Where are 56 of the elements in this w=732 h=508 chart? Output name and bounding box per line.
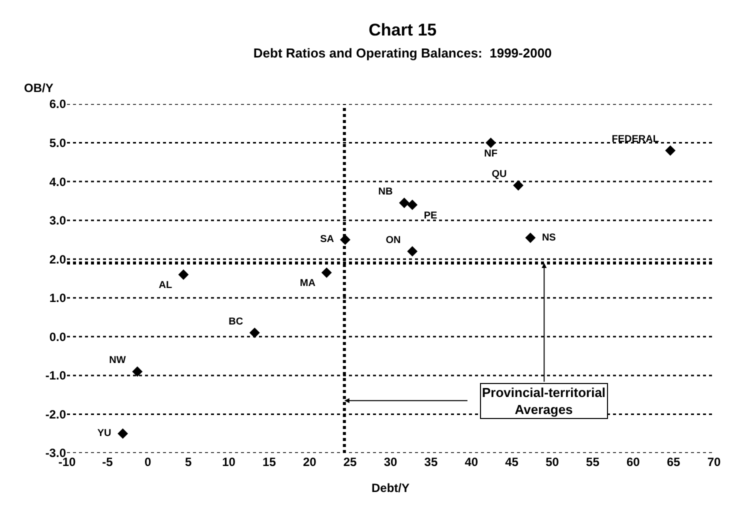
point xyxy=(340,234,350,245)
y-tick-label: 5.0 xyxy=(49,136,66,150)
series-label: SA xyxy=(314,234,340,246)
x-axis-title: Debt/Y xyxy=(371,480,410,495)
point xyxy=(407,200,418,210)
x-tick-label: 50 xyxy=(546,455,560,469)
y-tick-label: 4.0 xyxy=(49,174,66,189)
series-label: FEDERAL xyxy=(606,134,664,146)
chart-subtitle: Debt Ratios and Operating Balances: 1999-2000 xyxy=(253,46,552,61)
x-tick-label: -5 xyxy=(102,455,114,469)
point xyxy=(321,267,332,278)
series-label: PE xyxy=(418,210,443,222)
x-tick-label: 20 xyxy=(302,455,317,469)
x-tick-label: 35 xyxy=(424,455,438,469)
point xyxy=(132,366,143,377)
point xyxy=(399,198,410,208)
point xyxy=(178,269,189,280)
point xyxy=(118,428,128,439)
y-tick-label: -1.0 xyxy=(45,368,66,383)
series-label: AL xyxy=(154,280,178,292)
x-tick-label: 70 xyxy=(707,455,721,469)
series-label: MA xyxy=(294,278,321,290)
point xyxy=(407,246,418,257)
series-label: BC xyxy=(223,316,249,328)
x-tick-label: 40 xyxy=(464,455,478,469)
annotation: Provincial-territorial Averages xyxy=(482,385,606,417)
x-tick-label: 10 xyxy=(222,455,236,469)
x-tick-label: 25 xyxy=(343,455,358,469)
series-label: NW xyxy=(104,355,132,366)
chart-title: Chart 15 xyxy=(368,20,437,40)
y-tick-label: 1.0 xyxy=(49,291,66,306)
series-label: QU xyxy=(486,168,512,180)
x-tick-label: 5 xyxy=(184,455,192,469)
y-tick-label: 2.0 xyxy=(49,252,66,266)
y-tick-label: -2.0 xyxy=(45,407,66,422)
series-label: ON xyxy=(380,234,406,246)
y-axis-title: OB/Y xyxy=(24,81,54,95)
y-tick-label: 0.0 xyxy=(49,330,66,344)
series-label: YU xyxy=(92,428,117,440)
point xyxy=(249,328,260,338)
point xyxy=(513,180,524,191)
x-tick-label: 55 xyxy=(586,455,600,469)
point xyxy=(665,145,676,156)
series-label: NB xyxy=(372,186,398,198)
y-tick-label: 6.0 xyxy=(49,97,66,112)
x-tick-label: 65 xyxy=(666,455,681,469)
point xyxy=(525,232,536,243)
x-tick-label: 30 xyxy=(384,455,398,469)
point xyxy=(486,138,496,148)
series-label: NS xyxy=(536,232,562,244)
x-tick-label: 0 xyxy=(144,455,152,469)
y-tick-label: 3.0 xyxy=(49,214,66,228)
series-label: NF xyxy=(478,148,504,160)
x-tick-label: 15 xyxy=(262,455,276,469)
x-tick-label: 45 xyxy=(505,455,519,469)
x-tick-label: 60 xyxy=(626,455,640,469)
